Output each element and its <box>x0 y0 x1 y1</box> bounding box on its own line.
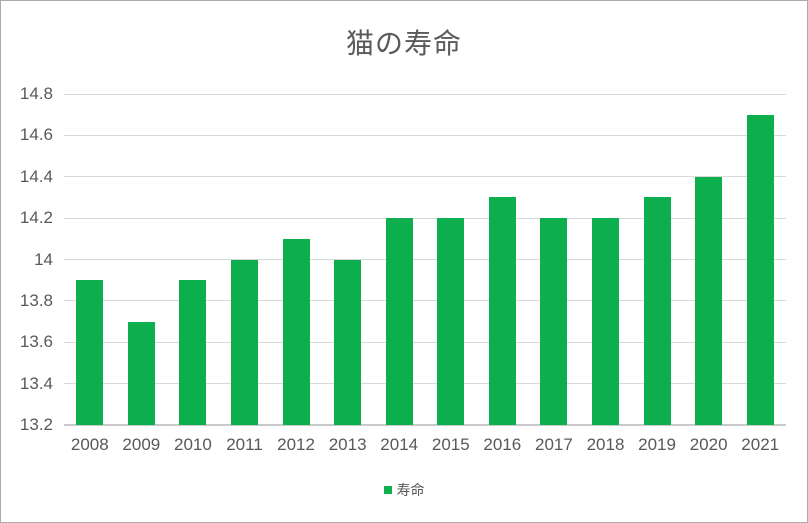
legend-label: 寿命 <box>396 482 425 498</box>
bar <box>334 259 362 425</box>
gridline <box>64 259 786 260</box>
x-tick-label: 2017 <box>535 435 573 454</box>
x-tick-label: 2015 <box>431 435 470 454</box>
x-tick-label: 2012 <box>277 435 315 454</box>
x-tick-label: 2010 <box>174 435 212 454</box>
legend: 寿命 <box>1 482 807 498</box>
y-tick-label: 14.4 <box>19 166 53 186</box>
x-tick-label: 2019 <box>638 435 676 454</box>
plot-area <box>64 93 786 426</box>
gridline <box>64 300 786 302</box>
legend-marker-icon <box>383 486 392 494</box>
bar <box>540 218 568 425</box>
y-tick-label: 13.8 <box>19 290 53 310</box>
x-axis-line <box>64 424 786 426</box>
gridline <box>64 93 786 95</box>
x-tick-label: 2018 <box>586 435 625 454</box>
bar <box>385 218 413 425</box>
y-tick-label: 14.8 <box>19 84 53 103</box>
x-tick-label: 2014 <box>380 435 419 454</box>
bar <box>282 238 310 425</box>
gridline <box>64 176 786 178</box>
x-tick-label: 2008 <box>70 435 109 454</box>
bar <box>76 280 104 425</box>
x-tick-label: 2020 <box>689 435 728 454</box>
bar <box>488 197 516 425</box>
bar <box>437 218 465 425</box>
gridline <box>64 217 786 219</box>
x-tick-label: 2011 <box>226 435 263 454</box>
bar <box>592 218 619 425</box>
bar <box>643 197 671 425</box>
y-tick-label: 13.4 <box>19 373 53 393</box>
x-tick-label: 2009 <box>122 435 161 454</box>
chart-title: 猫の寿命 <box>345 28 462 59</box>
bar <box>231 259 258 425</box>
bar <box>746 114 774 425</box>
bar <box>127 321 155 425</box>
y-tick-label: 14.6 <box>19 125 53 145</box>
x-tick-label: 2013 <box>328 435 367 454</box>
bar <box>179 280 207 425</box>
y-tick-label: 14.2 <box>19 208 53 228</box>
bar <box>695 176 723 425</box>
gridline <box>64 134 786 136</box>
y-tick-label: 13.2 <box>19 415 53 434</box>
gridline <box>64 383 786 385</box>
gridline <box>64 341 786 343</box>
y-tick-label: 14 <box>34 249 53 269</box>
x-tick-label: 2021 <box>741 435 780 454</box>
y-tick-label: 13.6 <box>19 332 53 352</box>
x-tick-label: 2016 <box>483 435 522 454</box>
